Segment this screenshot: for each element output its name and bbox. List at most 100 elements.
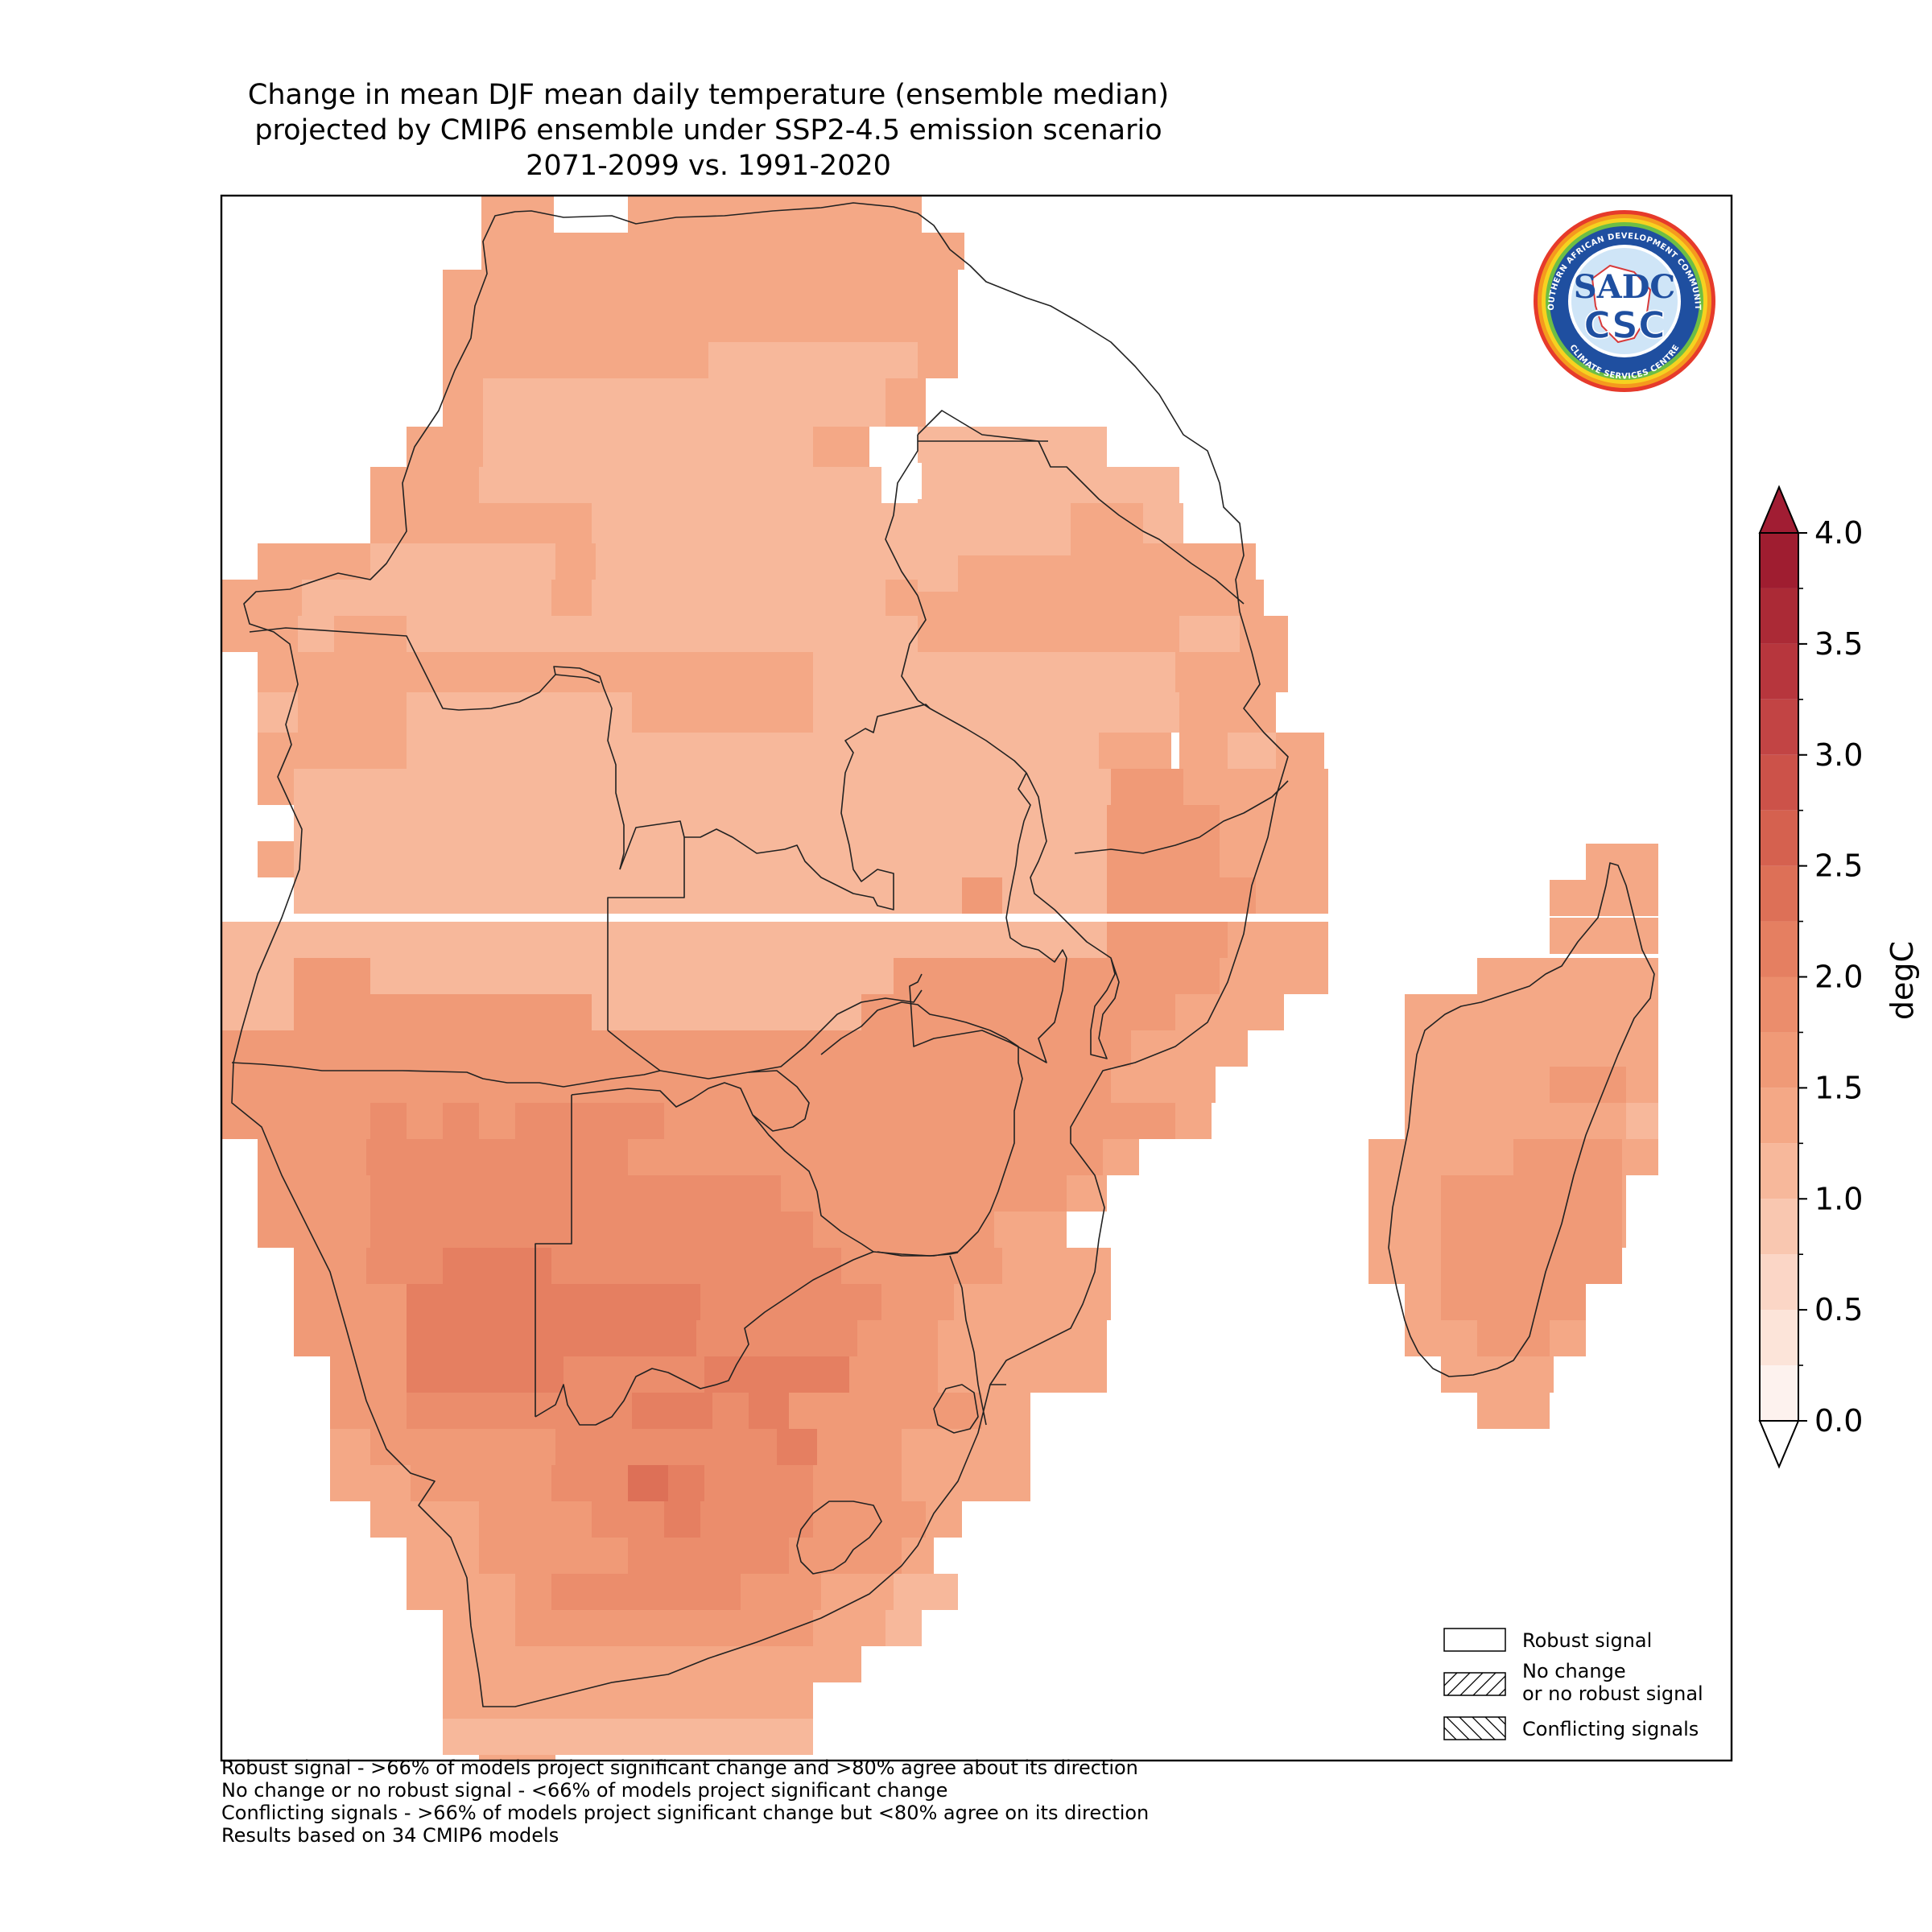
grid-cell <box>1622 1212 1626 1248</box>
grid-cell <box>555 378 813 427</box>
colorbar-bin <box>1760 1199 1798 1255</box>
grid-cell <box>407 467 479 503</box>
grid-cell <box>443 1103 479 1139</box>
grid-cell <box>886 378 926 427</box>
colorbar-bin <box>1760 1032 1798 1088</box>
grid-cell <box>370 543 555 580</box>
grid-cell <box>886 1610 922 1646</box>
grid-cell <box>1368 1248 1405 1284</box>
grid-cell <box>922 1248 1002 1284</box>
grid-cell <box>696 1646 813 1682</box>
colorbar: 0.0 0.5 1.0 1.5 2.0 2.5 3.0 3.5 4.0 <box>1758 485 1863 1469</box>
grid-cell <box>1228 733 1276 769</box>
grid-cell <box>849 1356 938 1393</box>
grid-cell <box>443 1682 479 1719</box>
grid-cell <box>407 692 632 733</box>
grid-cell <box>370 1103 407 1139</box>
grid-cell <box>918 616 1179 652</box>
grid-cell <box>1405 1067 1441 1103</box>
grid-cell <box>886 503 1071 543</box>
grid-cell <box>221 922 294 958</box>
grid-cell <box>950 1465 1030 1501</box>
colorbar-bin <box>1760 1310 1798 1366</box>
title-line-3: 2071-2099 vs. 1991-2020 <box>526 150 891 182</box>
grid-cell <box>1405 1284 1441 1320</box>
grid-cell <box>451 616 628 652</box>
grid-cell <box>902 1429 950 1465</box>
grid-cell <box>1405 1212 1441 1248</box>
grid-cell <box>632 1393 712 1429</box>
colorbar-extend-min <box>1758 1420 1800 1469</box>
grid-cell <box>1513 1030 1578 1067</box>
colorbar-bin <box>1760 1088 1798 1144</box>
grid-cell <box>1405 1103 1477 1139</box>
grid-cell <box>1107 805 1220 841</box>
grid-cell <box>1042 1030 1131 1067</box>
grid-cell <box>1228 922 1328 958</box>
grid-cell <box>700 1139 1055 1175</box>
colorbar-tick-label: 4.0 <box>1814 515 1863 551</box>
legend-label-robust: Robust signal <box>1522 1629 1652 1652</box>
grid-cell <box>479 1646 696 1682</box>
grid-cell <box>407 427 443 467</box>
colorbar-tick-label: 0.5 <box>1814 1292 1863 1327</box>
grid-cell <box>1002 1248 1075 1284</box>
grid-cell <box>982 1393 1030 1429</box>
grid-cell <box>1513 1284 1586 1320</box>
grid-cell <box>370 958 894 994</box>
grid-cell <box>447 1429 555 1465</box>
grid-cell <box>1175 994 1224 1030</box>
grid-cell <box>628 196 922 233</box>
grid-cell <box>366 1248 443 1284</box>
grid-cell <box>841 1030 1042 1067</box>
grid-cell <box>640 1030 841 1067</box>
colorbar-bin <box>1760 921 1798 977</box>
grid-cell <box>1179 616 1240 652</box>
legend-label-no-change-2: or no robust signal <box>1522 1682 1703 1705</box>
grid-cell <box>1550 1067 1626 1103</box>
grid-cell <box>407 1320 527 1356</box>
grid-cell <box>551 580 592 616</box>
footnote-4: Results based on 34 CMIP6 models <box>221 1824 559 1847</box>
grid-cell <box>708 342 918 378</box>
grid-cell <box>294 994 592 1030</box>
grid-cell <box>294 841 1107 877</box>
grid-cell <box>1030 1175 1067 1212</box>
grid-cell <box>1477 1103 1550 1139</box>
grid-cell <box>1220 805 1256 841</box>
grid-cell <box>926 1501 962 1538</box>
grid-cell <box>479 1538 515 1574</box>
grid-cell <box>918 427 1107 467</box>
colorbar-bin <box>1760 1254 1798 1311</box>
grid-cell <box>370 1212 443 1248</box>
colorbar-label: degC <box>1885 941 1920 1020</box>
grid-cell <box>294 733 407 769</box>
grid-cell <box>370 1501 407 1538</box>
colorbar-extend-max <box>1758 485 1800 534</box>
grid-cell <box>664 1538 789 1574</box>
grid-cell <box>817 1429 902 1465</box>
grid-cell <box>668 1465 704 1501</box>
colorbar-tick-label: 1.5 <box>1814 1070 1863 1105</box>
grid-cell <box>700 1175 781 1212</box>
grid-cell <box>1099 733 1171 769</box>
legend-label-conflicting: Conflicting signals <box>1522 1718 1699 1740</box>
colorbar-tick-label: 3.0 <box>1814 737 1863 773</box>
grid-cell <box>962 877 1002 914</box>
madagascar-outline <box>1388 862 1655 1377</box>
grid-cell <box>1055 1139 1103 1175</box>
grid-cell <box>1441 1284 1513 1320</box>
grid-cell <box>950 1429 1030 1465</box>
grid-cell <box>712 1393 749 1429</box>
grid-cell <box>664 1103 1099 1139</box>
grid-cell <box>1175 652 1288 692</box>
grid-cell <box>370 467 407 503</box>
grid-cell <box>1578 1030 1658 1067</box>
grid-cell <box>592 994 801 1030</box>
grid-cell <box>1228 692 1276 733</box>
grid-cell <box>479 467 881 503</box>
grid-cell <box>1002 1356 1107 1393</box>
grid-cell <box>902 1538 934 1574</box>
grid-cell <box>572 652 813 692</box>
grid-cell <box>483 427 813 467</box>
